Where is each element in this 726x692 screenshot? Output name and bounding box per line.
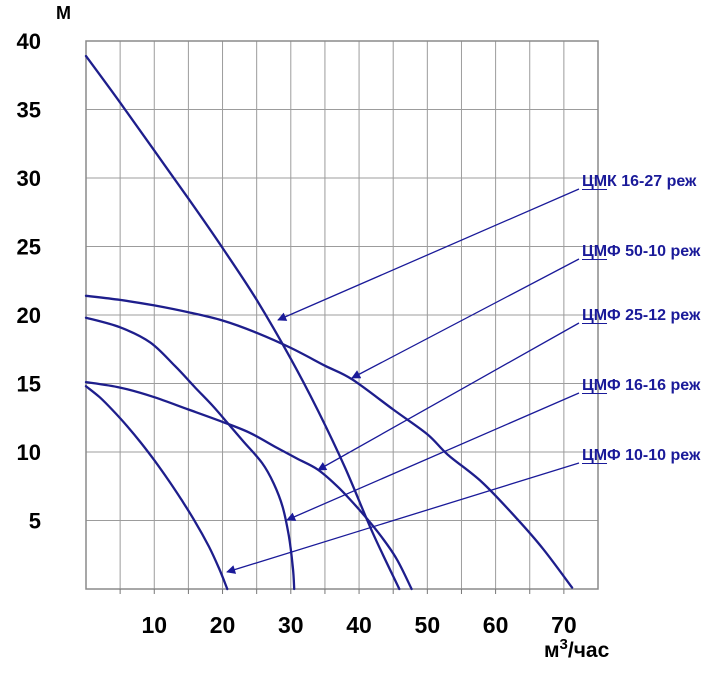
grid-lines	[86, 41, 598, 589]
pump-curve-2	[84, 380, 413, 591]
y-tick-label-40: 40	[17, 29, 41, 54]
y-tick-label-15: 15	[17, 372, 41, 397]
x-tick-label-70: 70	[551, 612, 577, 638]
series-label-1: ЦМФ 50-10 реж	[582, 243, 701, 260]
pump-curve-3	[84, 316, 296, 591]
y-tick-label-10: 10	[17, 440, 41, 465]
pump-curve-4	[84, 385, 229, 591]
pump-curve-1	[84, 294, 574, 589]
y-axis-unit-label: М	[56, 3, 71, 23]
callout-leader-1	[351, 258, 580, 379]
y-tick-label-5: 5	[29, 509, 41, 534]
x-tick-label-50: 50	[415, 612, 441, 638]
x-tick-label-30: 30	[278, 612, 304, 638]
y-tick-label-25: 25	[17, 235, 41, 260]
callout-leader-4	[226, 462, 580, 574]
x-axis-unit-label: м3/час	[544, 636, 610, 663]
x-unit-superscript: 3	[559, 636, 568, 653]
x-unit-base: м	[544, 639, 560, 662]
y-tick-label-30: 30	[17, 166, 41, 191]
pump-curve-0	[84, 54, 401, 591]
plot-border	[85, 40, 599, 590]
x-tick-label-60: 60	[483, 612, 509, 638]
y-tick-label-20: 20	[17, 303, 41, 328]
callout-leader-2	[317, 322, 580, 471]
axis-tick-marks	[119, 589, 565, 594]
x-tick-label-40: 40	[346, 612, 372, 638]
callout-leader-3	[286, 392, 580, 521]
series-label-2: ЦМФ 25-12 реж	[582, 307, 701, 324]
callout-leader-0	[277, 188, 580, 321]
series-label-3: ЦМФ 16-16 реж	[582, 377, 701, 394]
x-tick-label-10: 10	[141, 612, 167, 638]
y-tick-label-35: 35	[17, 98, 41, 123]
series-label-4: ЦМФ 10-10 реж	[582, 447, 701, 464]
series-label-0: ЦМК 16-27 реж	[582, 173, 697, 190]
x-unit-rest: /час	[567, 639, 610, 662]
x-tick-label-20: 20	[210, 612, 236, 638]
